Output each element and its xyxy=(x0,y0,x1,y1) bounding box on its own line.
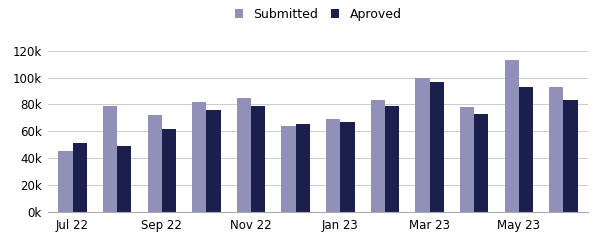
Bar xyxy=(237,98,251,212)
Bar xyxy=(371,100,385,212)
Bar xyxy=(296,124,310,212)
Bar xyxy=(58,151,73,212)
Bar xyxy=(251,106,265,212)
Bar xyxy=(415,78,430,212)
Bar xyxy=(563,100,578,212)
Bar xyxy=(206,110,221,212)
Bar xyxy=(162,128,176,212)
Bar xyxy=(148,115,162,212)
Bar xyxy=(385,106,399,212)
Bar xyxy=(519,87,533,212)
Bar xyxy=(460,107,474,212)
Bar xyxy=(549,87,563,212)
Bar xyxy=(73,143,87,212)
Legend: Submitted, Aproved: Submitted, Aproved xyxy=(232,5,404,23)
Bar xyxy=(430,82,444,212)
Bar xyxy=(192,102,206,212)
Bar xyxy=(281,126,296,212)
Bar xyxy=(340,122,355,212)
Bar xyxy=(505,60,519,212)
Bar xyxy=(326,119,340,212)
Bar xyxy=(474,114,488,212)
Bar xyxy=(103,106,117,212)
Bar xyxy=(117,146,131,212)
